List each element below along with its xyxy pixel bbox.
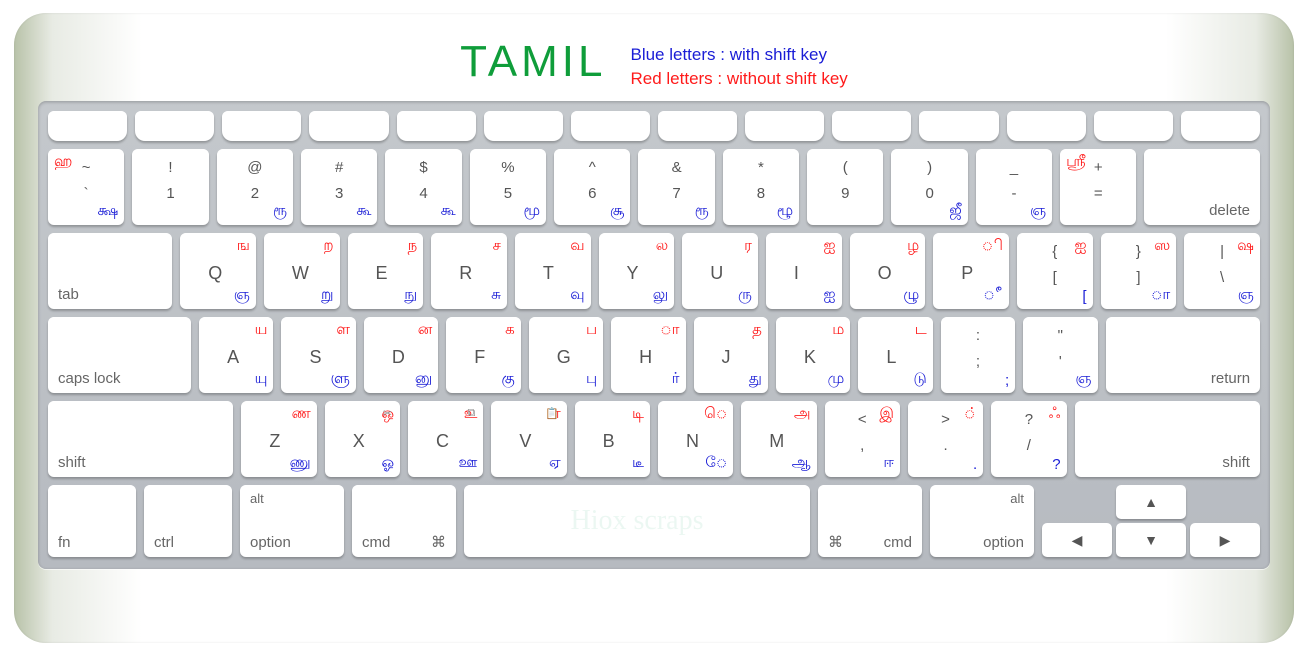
- key-U[interactable]: ரUரு: [682, 233, 758, 309]
- key-Y[interactable]: லYலு: [599, 233, 675, 309]
- key-"[interactable]: "'ஞ: [1023, 317, 1097, 393]
- key-F[interactable]: கFகு: [446, 317, 520, 393]
- shift-key-right[interactable]: shift: [1075, 401, 1260, 477]
- key-}[interactable]: ஸ}]ா: [1101, 233, 1177, 309]
- fn-key-2[interactable]: [222, 111, 301, 141]
- fn-key-11[interactable]: [1007, 111, 1086, 141]
- cmd-key-right[interactable]: cmd ⌘: [818, 485, 922, 557]
- key-Z[interactable]: ணZணு: [241, 401, 316, 477]
- spacebar[interactable]: Hiox scraps: [464, 485, 810, 557]
- fn-key-4[interactable]: [397, 111, 476, 141]
- num-key-6[interactable]: ^6சூ: [554, 149, 630, 225]
- key-?[interactable]: ஃ?/?: [991, 401, 1066, 477]
- key->[interactable]: ்>..: [908, 401, 983, 477]
- key-W[interactable]: றWறு: [264, 233, 340, 309]
- num-key-3[interactable]: #3கூ: [301, 149, 377, 225]
- fn-key-1[interactable]: [135, 111, 214, 141]
- ctrl-key[interactable]: ctrl: [144, 485, 232, 557]
- key-I[interactable]: ஐIஐ: [766, 233, 842, 309]
- key-M[interactable]: அMஆ: [741, 401, 816, 477]
- num-key-9[interactable]: (9: [807, 149, 883, 225]
- key-P[interactable]: ிPீ: [933, 233, 1009, 309]
- key-J[interactable]: தJது: [694, 317, 768, 393]
- tab-key[interactable]: tab: [48, 233, 172, 309]
- key-K[interactable]: மKமு: [776, 317, 850, 393]
- shift-key-left[interactable]: shift: [48, 401, 233, 477]
- key-N[interactable]: ெNே: [658, 401, 733, 477]
- key-D[interactable]: னDனு: [364, 317, 438, 393]
- fn-key-9[interactable]: [832, 111, 911, 141]
- key-B[interactable]: டிBடீ: [575, 401, 650, 477]
- key-T[interactable]: வTவு: [515, 233, 591, 309]
- fn-key-0[interactable]: [48, 111, 127, 141]
- keyboard-frame: TAMIL Blue letters : with shift key Red …: [14, 13, 1294, 643]
- row-qwerty: tabஙQஞறWறுநEநுசRசுவTவுலYலுரUருஐIஐழOழுிPீ…: [48, 233, 1260, 309]
- brand-label: TAMIL: [460, 37, 606, 87]
- num-key-7[interactable]: &7ரூ: [638, 149, 714, 225]
- fn-key[interactable]: fn: [48, 485, 136, 557]
- legend: Blue letters : with shift key Red letter…: [630, 37, 847, 91]
- row-shift: shiftணZணுஒXஓ✂உCஊ⧉எVஏ📋டிBடீெNேஅMஆஇ<,ஈ்>..…: [48, 401, 1260, 477]
- num-key-2[interactable]: @2ரூ: [217, 149, 293, 225]
- num-key-12[interactable]: ஸ்ரீ+=: [1060, 149, 1136, 225]
- key-A[interactable]: யAயு: [199, 317, 273, 393]
- fn-key-6[interactable]: [571, 111, 650, 141]
- key-|[interactable]: ஷ|\ஞ: [1184, 233, 1260, 309]
- num-key-4[interactable]: $4கூ: [385, 149, 461, 225]
- num-key-5[interactable]: %5மூ: [470, 149, 546, 225]
- fn-key-5[interactable]: [484, 111, 563, 141]
- fn-key-3[interactable]: [309, 111, 388, 141]
- key-H[interactable]: ாHர்: [611, 317, 685, 393]
- key-Q[interactable]: ஙQஞ: [180, 233, 256, 309]
- key-E[interactable]: நEநு: [348, 233, 424, 309]
- num-key-1[interactable]: !1: [132, 149, 208, 225]
- watermark: Hiox scraps: [571, 505, 704, 537]
- return-key[interactable]: return: [1106, 317, 1261, 393]
- key-L[interactable]: டLடு: [858, 317, 932, 393]
- key-:[interactable]: :;;: [941, 317, 1015, 393]
- key-O[interactable]: ழOழு: [850, 233, 926, 309]
- legend-blue: Blue letters : with shift key: [630, 43, 847, 67]
- legend-red: Red letters : without shift key: [630, 67, 847, 91]
- row-fn: [48, 111, 1260, 141]
- key-<[interactable]: இ<,ஈ: [825, 401, 900, 477]
- arrow-left-key[interactable]: ◀: [1042, 523, 1112, 557]
- arrow-down-key[interactable]: ▼: [1116, 523, 1186, 557]
- key-V[interactable]: எVஏ📋: [491, 401, 566, 477]
- key-C[interactable]: உCஊ⧉: [408, 401, 483, 477]
- key-R[interactable]: சRசு: [431, 233, 507, 309]
- arrow-up-key[interactable]: ▲: [1116, 485, 1186, 519]
- fn-key-12[interactable]: [1094, 111, 1173, 141]
- key-G[interactable]: பGபு: [529, 317, 603, 393]
- row-numbers: ஹ~`க்ஷ!1@2ரூ#3கூ$4கூ%5மூ^6சூ&7ரூ*8ழூ(9)0…: [48, 149, 1260, 225]
- delete-key[interactable]: delete: [1144, 149, 1260, 225]
- fn-key-7[interactable]: [658, 111, 737, 141]
- fn-key-10[interactable]: [919, 111, 998, 141]
- arrow-cluster: ▲ ◀ ▼ ▶: [1042, 485, 1260, 557]
- arrow-right-key[interactable]: ▶: [1190, 523, 1260, 557]
- key-X[interactable]: ஒXஓ✂: [325, 401, 400, 477]
- fn-key-8[interactable]: [745, 111, 824, 141]
- key-tray: ஹ~`க்ஷ!1@2ரூ#3கூ$4கூ%5மூ^6சூ&7ரூ*8ழூ(9)0…: [38, 101, 1270, 569]
- num-key-0[interactable]: ஹ~`க்ஷ: [48, 149, 124, 225]
- cmd-key-left[interactable]: cmd ⌘: [352, 485, 456, 557]
- header: TAMIL Blue letters : with shift key Red …: [38, 31, 1270, 101]
- num-key-10[interactable]: )0ஜீ: [891, 149, 967, 225]
- num-key-8[interactable]: *8ழூ: [723, 149, 799, 225]
- fn-key-13[interactable]: [1181, 111, 1260, 141]
- num-key-11[interactable]: _-ஞ: [976, 149, 1052, 225]
- key-S[interactable]: ளSளு: [281, 317, 355, 393]
- option-key-left[interactable]: option alt: [240, 485, 344, 557]
- option-key-right[interactable]: option alt: [930, 485, 1034, 557]
- row-home: caps lockயAயுளSளுனDனுகFகுபGபுாHர்தJதுமKம…: [48, 317, 1260, 393]
- key-{[interactable]: ஐ{[[: [1017, 233, 1093, 309]
- capslock-key[interactable]: caps lock: [48, 317, 191, 393]
- row-modifiers: fn ctrl option alt cmd ⌘ Hiox scraps cmd…: [48, 485, 1260, 557]
